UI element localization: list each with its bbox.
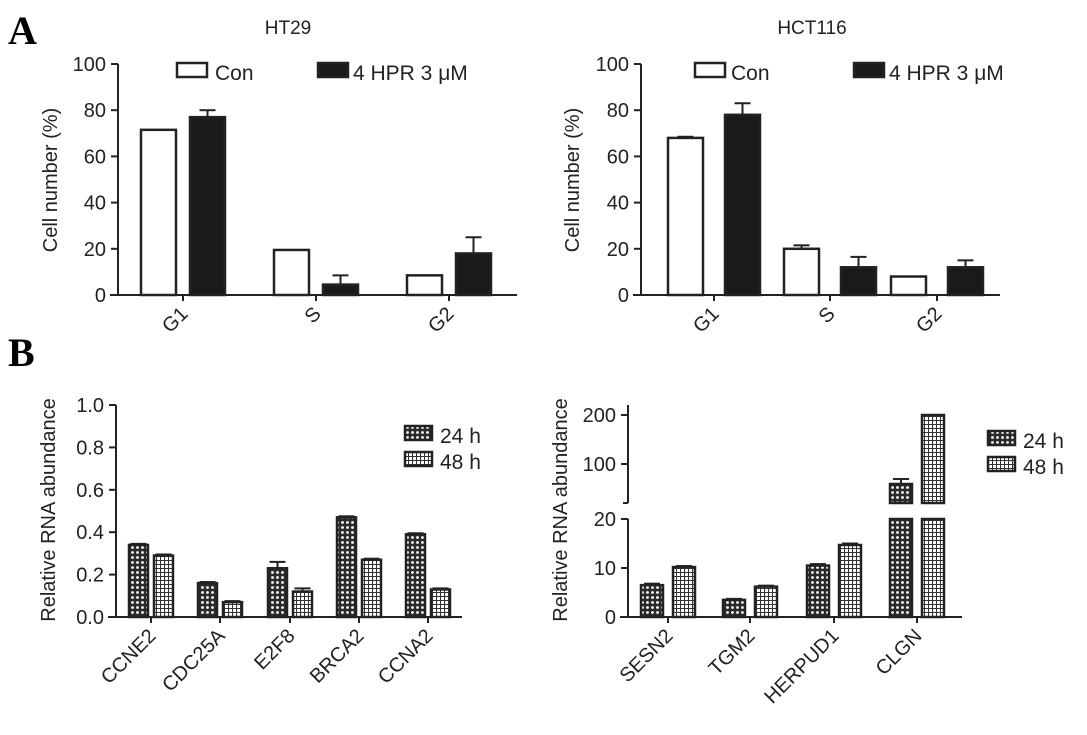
y-tick-label: 100 bbox=[73, 54, 106, 76]
panel-letter-b: B bbox=[8, 330, 35, 375]
y-tick-label: 200 bbox=[583, 405, 616, 427]
y-axis-label: Cell number (%) bbox=[40, 108, 62, 252]
bar-24h bbox=[888, 517, 914, 619]
x-tick-label: G2 bbox=[424, 303, 458, 337]
panel-letter-a: A bbox=[8, 8, 37, 53]
legend-swatch bbox=[175, 61, 209, 79]
x-tick-label: TGM2 bbox=[705, 625, 760, 680]
y-axis-label: Relative RNA abundance bbox=[38, 398, 60, 621]
legend-swatch bbox=[986, 429, 1017, 447]
legend-label: Con bbox=[215, 62, 254, 85]
bar-48h bbox=[221, 600, 244, 619]
bar-24h bbox=[805, 564, 831, 619]
legend-label: Con bbox=[731, 62, 770, 85]
legend-label: 4 HPR 3 μM bbox=[889, 62, 1004, 85]
bar-48h bbox=[360, 558, 383, 619]
y-axis-label: Relative RNA abundance bbox=[550, 398, 572, 621]
bar-48h bbox=[291, 590, 314, 619]
x-tick-label: G1 bbox=[158, 303, 192, 337]
y-tick-label: 80 bbox=[607, 100, 629, 122]
y-tick-label: 0.0 bbox=[76, 607, 104, 629]
y-axis-label: Cell number (%) bbox=[562, 108, 584, 252]
y-tick-label: 20 bbox=[594, 509, 616, 531]
chart-panel-1: 0 20 40 60 80 100 Cell number (%) HT29 G1 S G2 Con 4… bbox=[40, 18, 517, 337]
y-tick-label: 1.0 bbox=[76, 395, 104, 417]
x-tick-label: G2 bbox=[912, 303, 946, 337]
x-tick-label: SESN2 bbox=[616, 625, 678, 687]
chart-title: HT29 bbox=[265, 18, 311, 39]
legend-swatch bbox=[403, 424, 434, 442]
bar-Con bbox=[889, 275, 928, 297]
chart-panel-4: 0 10 20 100 200 Relative RNA abundance SESN2 TG… bbox=[550, 398, 1064, 708]
bar-4HPR3μM bbox=[321, 283, 360, 297]
bar-upper-48h bbox=[920, 413, 946, 505]
bar-4HPR3μM bbox=[188, 115, 227, 297]
bar-Con bbox=[405, 274, 444, 297]
bar-4HPR3μM bbox=[839, 266, 878, 297]
y-tick-label: 80 bbox=[84, 100, 106, 122]
legend-swatch bbox=[693, 61, 727, 79]
y-tick-label: 0 bbox=[618, 285, 629, 307]
chart-title: HCT116 bbox=[777, 18, 846, 39]
bar-48h bbox=[920, 517, 946, 619]
x-tick-label: CCNA2 bbox=[374, 625, 437, 688]
x-tick-label: CDC25A bbox=[158, 625, 230, 697]
bar-4HPR3μM bbox=[723, 113, 762, 297]
y-tick-label: 0.2 bbox=[76, 565, 104, 587]
bar-48h bbox=[429, 588, 452, 619]
bar-24h bbox=[639, 583, 665, 619]
y-tick-label: 100 bbox=[583, 454, 616, 476]
y-tick-label: 40 bbox=[84, 193, 106, 215]
bar-24h bbox=[127, 543, 150, 619]
legend-label: 4 HPR 3 μM bbox=[353, 62, 468, 85]
x-tick-label: S bbox=[815, 303, 840, 328]
bar-48h bbox=[837, 543, 863, 619]
y-tick-label: 60 bbox=[84, 146, 106, 168]
y-tick-label: 0 bbox=[605, 607, 616, 629]
bar-24h bbox=[335, 516, 358, 619]
legend-label: 48 h bbox=[440, 451, 481, 474]
x-tick-label: G1 bbox=[689, 303, 723, 337]
y-tick-label: 60 bbox=[607, 146, 629, 168]
x-tick-label: BRCA2 bbox=[306, 625, 369, 688]
y-tick-label: 20 bbox=[84, 239, 106, 261]
chart-panel-3: 0.0 0.2 0.4 0.6 0.8 1.0 Relative RNA abundance… bbox=[38, 395, 481, 696]
bar-Con bbox=[139, 128, 178, 297]
bar-4HPR3μM bbox=[946, 266, 985, 297]
y-tick-label: 20 bbox=[607, 239, 629, 261]
x-tick-label: S bbox=[301, 303, 326, 328]
legend-label: 24 h bbox=[440, 425, 481, 448]
legend-swatch bbox=[852, 61, 886, 79]
legend-swatch bbox=[986, 455, 1017, 473]
y-tick-label: 10 bbox=[594, 558, 616, 580]
bar-Con bbox=[272, 248, 311, 297]
legend-label: 24 h bbox=[1023, 430, 1064, 453]
bar-48h bbox=[753, 585, 779, 619]
y-tick-label: 40 bbox=[607, 193, 629, 215]
y-tick-label: 0.4 bbox=[76, 522, 104, 544]
x-tick-label: CLGN bbox=[872, 625, 927, 680]
bar-24h bbox=[266, 566, 289, 619]
bar-Con bbox=[782, 247, 821, 297]
legend-swatch bbox=[316, 61, 350, 79]
bar-48h bbox=[152, 554, 175, 619]
bar-48h bbox=[671, 565, 697, 619]
chart-panel-2: 0 20 40 60 80 100 Cell number (%) HCT116 G1 S G2 Co… bbox=[562, 18, 1004, 337]
y-tick-label: 100 bbox=[596, 54, 629, 76]
bar-upper-24h bbox=[888, 482, 914, 505]
x-tick-label: CCNE2 bbox=[97, 625, 160, 688]
bar-24h bbox=[196, 581, 219, 619]
legend-label: 48 h bbox=[1023, 456, 1064, 479]
bar-24h bbox=[721, 598, 747, 619]
bar-Con bbox=[666, 136, 705, 297]
x-tick-label: E2F8 bbox=[250, 625, 299, 674]
y-tick-label: 0 bbox=[95, 285, 106, 307]
y-tick-label: 0.8 bbox=[76, 437, 104, 459]
legend-swatch bbox=[403, 450, 434, 468]
x-tick-label: HERPUD1 bbox=[760, 625, 843, 708]
bar-24h bbox=[404, 533, 427, 619]
bar-4HPR3μM bbox=[454, 252, 493, 297]
y-tick-label: 0.6 bbox=[76, 480, 104, 502]
